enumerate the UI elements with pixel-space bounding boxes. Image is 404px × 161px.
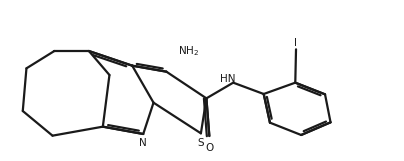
Text: HN: HN bbox=[220, 74, 236, 84]
Text: I: I bbox=[294, 38, 297, 48]
Text: N: N bbox=[139, 138, 147, 148]
Text: O: O bbox=[205, 143, 213, 153]
Text: S: S bbox=[198, 138, 204, 148]
Text: NH$_2$: NH$_2$ bbox=[178, 44, 199, 58]
